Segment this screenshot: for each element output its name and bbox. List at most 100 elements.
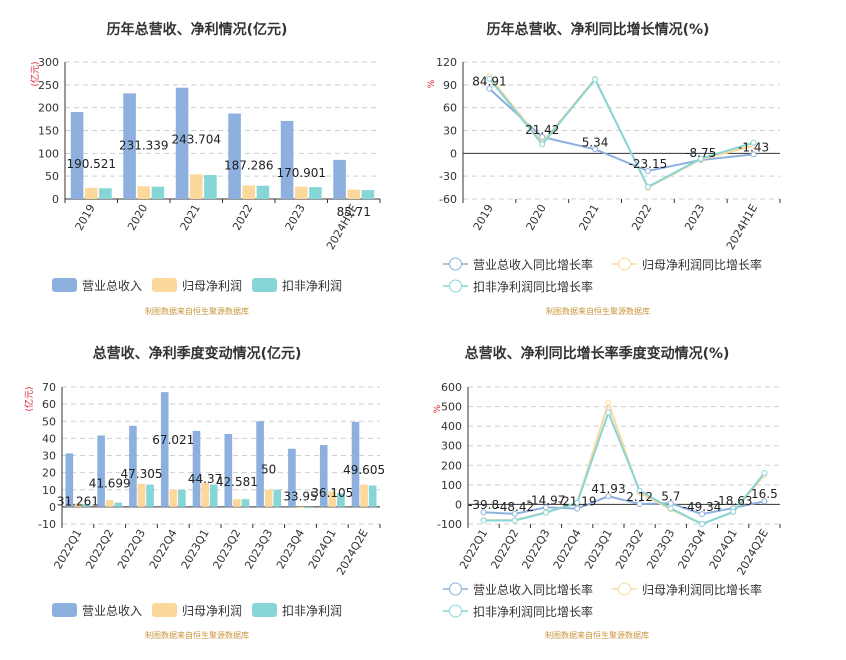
y-tick-label: -10 [38,518,56,531]
y-tick-label: 90 [443,79,457,92]
legend-swatch [52,603,77,617]
data-label: 231.339 [119,138,169,152]
y-tick-label: 60 [443,102,457,115]
bar-归母净利润 [347,189,361,199]
legend-item: 扣非净利润 [252,603,342,618]
point-扣非净利润同比增长率 [592,76,599,83]
chart-panel-1: 历年总营收、净利情况(亿元) (亿元) 0 50 100 150 200 250 300 2019… [29,21,381,316]
legend-label: 归母净利润同比增长率 [642,582,762,597]
legend-item: 营业总收入同比增长率 [443,257,593,272]
bar-归母净利润 [264,489,273,507]
y-tick-label: 20 [42,467,56,480]
chart-panel-3: 总营收、净利季度变动情况(亿元) (亿元) -10 0 10 20 30 40 50 60 70 20… [23,345,385,640]
point-营业总收入同比增长率 [605,493,612,500]
x-tick-label: 2021 [178,202,203,233]
y-tick-label: 0 [455,498,462,511]
legend-label: 扣非净利润 [282,279,342,293]
point-营业总收入同比增长率 [644,167,651,174]
bar-归母净利润 [233,499,241,507]
y-tick-label: 400 [441,420,462,433]
point-扣非净利润同比增长率 [486,75,493,82]
bar-扣非净利润 [337,493,345,507]
source-note: 制图数据来自恒生聚源数据库 [145,630,249,640]
point-扣非净利润同比增长率 [750,139,757,146]
data-label: 67.021 [152,433,194,447]
point-扣非净利润同比增长率 [480,517,487,524]
bar-归母净利润 [84,187,98,199]
x-tick-label: 2023Q4 [676,527,709,571]
bar-扣非净利润 [273,489,282,507]
source-note: 制图数据来自恒生聚源数据库 [546,306,650,316]
legend-item: 营业总收入 [52,278,142,293]
point-扣非净利润同比增长率 [636,487,643,494]
y-tick-label: 250 [38,79,59,92]
bar-营业总收入 [129,425,137,507]
x-tick-label: 2023 [283,202,308,233]
point-归母净利润同比增长率 [605,399,612,406]
bar-归母净利润 [105,500,114,507]
legend-item: 归母净利润同比增长率 [612,582,762,597]
point-扣非净利润同比增长率 [644,183,651,190]
x-tick-label: 2019 [73,202,98,233]
legend-label: 营业总收入 [82,279,142,293]
legend-label: 营业总收入 [82,604,142,618]
y-axis-unit-label: (亿元) [23,386,35,411]
y-tick-label: 300 [441,440,462,453]
y-tick-label: 300 [38,56,59,69]
point-营业总收入同比增长率 [761,498,768,505]
line-营业总收入同比增长率 [488,87,754,172]
data-label: 190.521 [66,157,116,171]
bar-归母净利润 [137,186,151,199]
bar-归母净利润 [137,483,146,507]
line-营业总收入同比增长率 [483,495,765,516]
x-tick-label: 2022Q1 [457,527,490,571]
point-扣非净利润同比增长率 [699,521,705,527]
bar-扣非净利润 [309,187,322,199]
bar-营业总收入 [70,111,84,199]
point-营业总收入同比增长率 [539,134,546,141]
point-营业总收入同比增长率 [574,505,581,512]
data-label: -8.75 [685,146,716,160]
x-tick-label: 2022Q3 [520,527,553,571]
bar-扣非净利润 [305,506,313,509]
bar-营业总收入 [97,435,105,507]
y-tick-label: -100 [437,518,462,531]
point-营业总收入同比增长率 [511,510,518,517]
bar-扣非净利润 [146,484,154,507]
bar-营业总收入 [319,445,328,507]
bar-扣非净利润 [241,499,250,507]
point-扣非净利润同比增长率 [539,141,546,148]
data-label: 170.901 [276,166,326,180]
x-tick-label: 2021 [576,202,601,233]
legend-item: 归母净利润 [152,603,242,618]
data-label: 50 [261,462,276,476]
legend-marker [449,582,462,596]
bar-归母净利润 [328,491,337,507]
legend-item: 归母净利润 [152,278,242,293]
bar-扣非净利润 [256,185,270,199]
y-tick-label: 150 [38,125,59,138]
x-tick-label: 2023Q2 [210,527,243,571]
legend-swatch [152,278,177,292]
x-tick-label: 2024Q1 [707,527,740,571]
legend-label: 归母净利润 [182,604,242,618]
x-tick-label: 2023Q2 [613,527,646,571]
point-扣非净利润同比增长率 [761,470,768,477]
point-扣非净利润同比增长率 [574,499,581,506]
point-扣非净利润同比增长率 [543,509,549,516]
y-tick-label: 0 [52,193,59,206]
line-扣非净利润同比增长率 [488,77,754,189]
legend-label: 营业总收入同比增长率 [473,257,593,272]
bar-营业总收入 [224,433,233,507]
bar-扣非净利润 [178,489,186,507]
legend-marker [449,279,462,293]
point-营业总收入同比增长率 [699,511,705,518]
bar-归母净利润 [74,503,82,507]
point-营业总收入同比增长率 [486,85,493,92]
bar-归母净利润 [242,185,256,199]
legend-item: 扣非净利润 [252,278,342,293]
y-tick-label: 10 [42,484,56,497]
y-tick-label: 50 [45,170,59,183]
bar-营业总收入 [123,93,136,199]
x-tick-label: 2023 [682,202,707,233]
